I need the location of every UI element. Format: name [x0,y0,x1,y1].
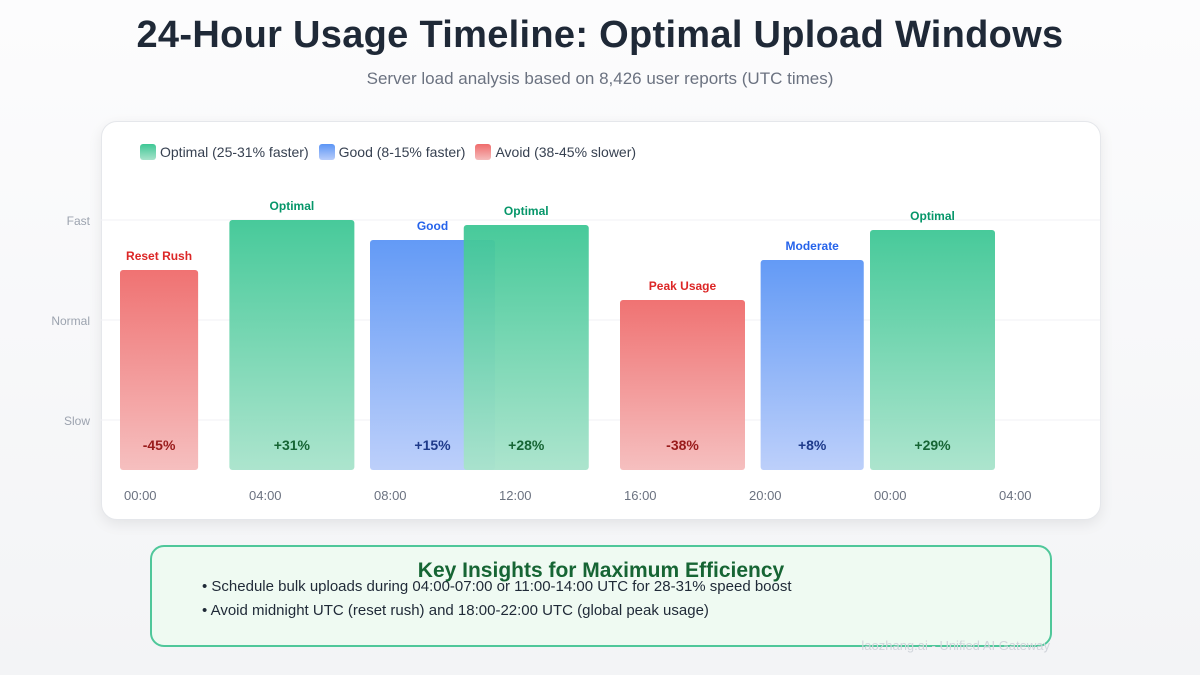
page-subtitle: Server load analysis based on 8,426 user… [366,69,834,88]
y-label-normal: Normal [51,314,90,328]
legend-item-avoid: Avoid (38-45% slower) [475,144,636,160]
x-tick-label: 04:00 [249,488,282,503]
legend-label-optimal: Optimal (25-31% faster) [160,144,309,160]
bar-top-label: Optimal [270,199,315,213]
bar [620,300,745,470]
y-label-fast: Fast [66,214,90,228]
bar [870,230,995,470]
bar-value-label: +28% [508,437,545,453]
legend-item-optimal: Optimal (25-31% faster) [140,144,309,160]
bar [229,220,355,470]
watermark: laozhang.ai - Unified AI Gateway [861,638,1050,653]
bar-top-label: Reset Rush [126,249,192,263]
x-tick-label: 12:00 [499,488,532,503]
bar [760,260,864,470]
bar-value-label: +8% [798,437,827,453]
bar-top-label: Optimal [504,204,549,218]
bar-top-label: Good [417,219,448,233]
bar-top-label: Peak Usage [649,279,717,293]
legend-swatch-good [318,144,335,160]
y-label-slow: Slow [63,414,90,428]
bar [463,225,589,470]
insights-title: Key Insights for Maximum Efficiency [417,559,785,582]
bar-value-label: +31% [274,437,311,453]
legend-label-avoid: Avoid (38-45% slower) [495,144,637,160]
x-tick-label: 20:00 [749,488,782,503]
legend-swatch-optimal [140,144,156,160]
bar-top-label: Moderate [786,239,840,253]
legend-swatch-avoid [475,144,492,160]
page-title: 24-Hour Usage Timeline: Optimal Upload W… [136,14,1064,56]
bar-top-label: Optimal [910,209,955,223]
x-tick-label: 00:00 [874,488,907,503]
legend-label-good: Good (8-15% faster) [338,144,466,160]
bar-value-label: +29% [914,437,951,453]
bar-value-label: -38% [666,437,699,453]
chart-legend: Optimal (25-31% faster) Good (8-15% fast… [140,144,646,160]
bar-value-label: +15% [414,437,451,453]
x-tick-label: 08:00 [374,488,407,503]
insight-item: • Schedule bulk uploads during 04:00-07:… [202,578,792,595]
bar-value-label: -45% [143,437,176,453]
legend-item-good: Good (8-15% faster) [318,144,466,160]
x-tick-label: 16:00 [624,488,657,503]
insights-box: Key Insights for Maximum Efficiency • Sc… [150,545,1052,647]
bar [120,270,199,470]
x-tick-label: 00:00 [124,488,157,503]
insight-item: • Avoid midnight UTC (reset rush) and 18… [202,602,709,619]
x-tick-label: 04:00 [999,488,1032,503]
